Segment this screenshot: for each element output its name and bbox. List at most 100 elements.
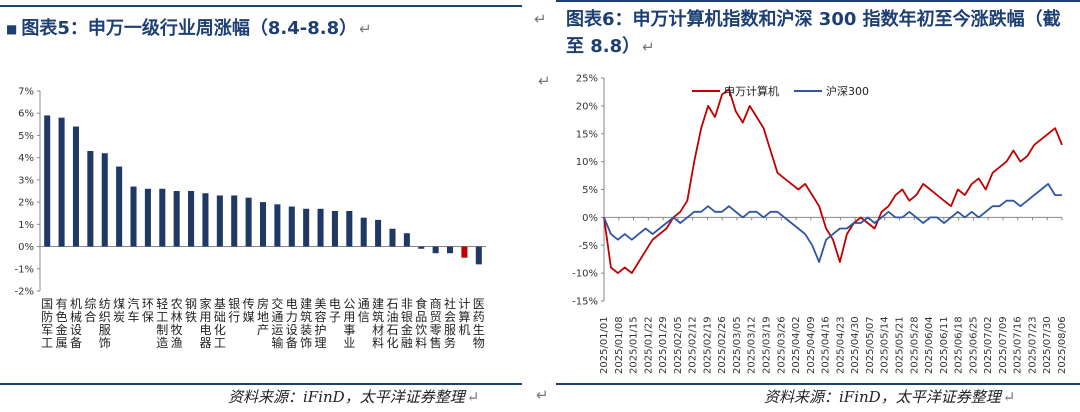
category-label: 计	[458, 297, 470, 311]
right-bottom-rule	[556, 383, 1080, 385]
bar	[389, 228, 396, 247]
category-label: 保	[142, 310, 154, 324]
x-tick-label: 2025/02/05	[673, 316, 684, 374]
category-label: 化	[214, 323, 226, 337]
y-tick-label: -15%	[572, 297, 598, 308]
bar	[475, 246, 482, 265]
x-tick-label: 2025/02/26	[717, 316, 728, 374]
category-label: 产	[257, 323, 269, 337]
return-mark-icon: ↵	[1002, 388, 1016, 406]
category-label: 纺	[99, 297, 111, 311]
category-label: 电	[199, 323, 211, 337]
category-label: 行	[228, 310, 240, 324]
category-label: 会	[444, 310, 456, 324]
category-label: 筑	[300, 309, 312, 324]
x-tick-label: 2025/04/02	[791, 316, 802, 374]
category-label: 环	[142, 297, 154, 311]
y-tick-label: -1%	[15, 264, 34, 275]
category-label: 理	[315, 336, 327, 350]
category-label: 有	[56, 297, 68, 311]
x-tick-label: 2025/03/26	[776, 316, 787, 374]
bar-chart: -2%-1%0%1%2%3%4%5%6%7%国防军工有色金属机械设备综合纺织服饰…	[15, 87, 486, 350]
category-label: 石	[386, 297, 398, 311]
category-label: 房	[257, 296, 269, 311]
y-tick-label: 5%	[18, 131, 34, 142]
category-label: 食	[415, 296, 427, 311]
y-tick-label: 6%	[18, 109, 34, 120]
return-mark-icon: ↵	[536, 386, 549, 404]
bar	[288, 206, 295, 247]
bar	[159, 188, 166, 247]
x-tick-label: 2025/04/09	[806, 316, 817, 374]
x-tick-label: 2025/04/30	[850, 316, 861, 374]
category-label: 设	[70, 323, 82, 337]
x-tick-label: 2025/05/21	[894, 316, 905, 374]
x-tick-label: 2025/07/30	[1042, 316, 1053, 374]
category-label: 林	[171, 310, 183, 324]
bar	[245, 197, 252, 247]
category-label: 材	[372, 323, 384, 337]
category-label: 料	[372, 336, 384, 350]
category-label: 药	[473, 310, 485, 324]
category-label: 防	[41, 309, 53, 324]
category-label: 农	[171, 297, 183, 311]
y-tick-label: -10%	[572, 269, 598, 280]
x-tick-label: 2025/01/29	[658, 316, 669, 374]
x-tick-label: 2025/02/12	[688, 316, 699, 374]
bar	[317, 208, 324, 247]
category-label: 业	[343, 336, 355, 350]
bar	[188, 191, 195, 247]
category-label: 国	[41, 297, 53, 311]
category-label: 交	[271, 296, 283, 311]
x-tick-label: 2025/03/05	[732, 316, 743, 374]
bar	[418, 246, 425, 249]
bar	[231, 195, 238, 247]
category-label: 炭	[113, 310, 125, 324]
left-chart-title: ■ 图表5：申万一级行业周涨幅（8.4-8.8） ↵	[6, 14, 372, 40]
category-label: 护	[315, 323, 327, 337]
right-top-rule	[556, 0, 1080, 2]
right-source-text: 资料来源：iFinD，太平洋证券整理	[764, 388, 1001, 406]
category-label: 设	[286, 323, 298, 337]
category-label: 公	[343, 297, 355, 311]
category-label: 融	[401, 336, 413, 350]
return-mark-icon: ↵	[538, 72, 551, 90]
return-mark-icon: ↵	[359, 20, 372, 38]
category-label: 汽	[128, 296, 140, 311]
category-label: 工	[156, 310, 168, 324]
category-label: 务	[444, 335, 456, 350]
x-tick-label: 2025/06/04	[924, 316, 935, 374]
bar	[87, 151, 94, 247]
y-tick-label: 10%	[576, 157, 598, 168]
x-tick-label: 2025/01/01	[599, 316, 610, 374]
right-chart-title: 图表6：申万计算机指数和沪深 300 指数年初至今涨跌幅（截至 8.8） ↵	[566, 6, 1076, 61]
y-tick-label: 25%	[576, 74, 598, 85]
bar	[216, 195, 223, 247]
x-tick-label: 2025/05/28	[909, 316, 920, 374]
category-label: 力	[286, 310, 298, 324]
category-label: 机	[458, 323, 470, 337]
bar	[259, 202, 267, 247]
category-label: 综	[84, 297, 96, 311]
category-label: 基	[214, 297, 226, 311]
y-tick-label: 0%	[582, 213, 598, 224]
category-label: 银	[228, 297, 240, 311]
bar	[202, 193, 209, 247]
category-label: 输	[271, 335, 283, 350]
left-source-text: 资料来源：iFinD，太平洋证券整理	[228, 388, 465, 406]
x-tick-label: 2025/01/15	[629, 316, 640, 374]
category-label: 金	[401, 322, 413, 337]
x-tick-label: 2025/04/23	[835, 316, 846, 374]
category-label: 生	[473, 323, 485, 337]
y-tick-label: -5%	[579, 241, 598, 252]
category-label: 电	[329, 297, 341, 311]
category-label: 备	[286, 336, 298, 350]
category-label: 金	[56, 322, 68, 337]
category-label: 通	[358, 297, 370, 311]
x-tick-label: 2025/05/07	[865, 316, 876, 374]
legend-label: 沪深300	[826, 84, 869, 98]
category-label: 铁	[185, 310, 197, 324]
left-top-rule	[0, 5, 522, 7]
x-tick-label: 2025/04/16	[821, 316, 832, 374]
line-chart: -15% -10% -5% 0% 5% 10% 15% 20% 25% 2025/01/01 202…	[572, 74, 1068, 375]
